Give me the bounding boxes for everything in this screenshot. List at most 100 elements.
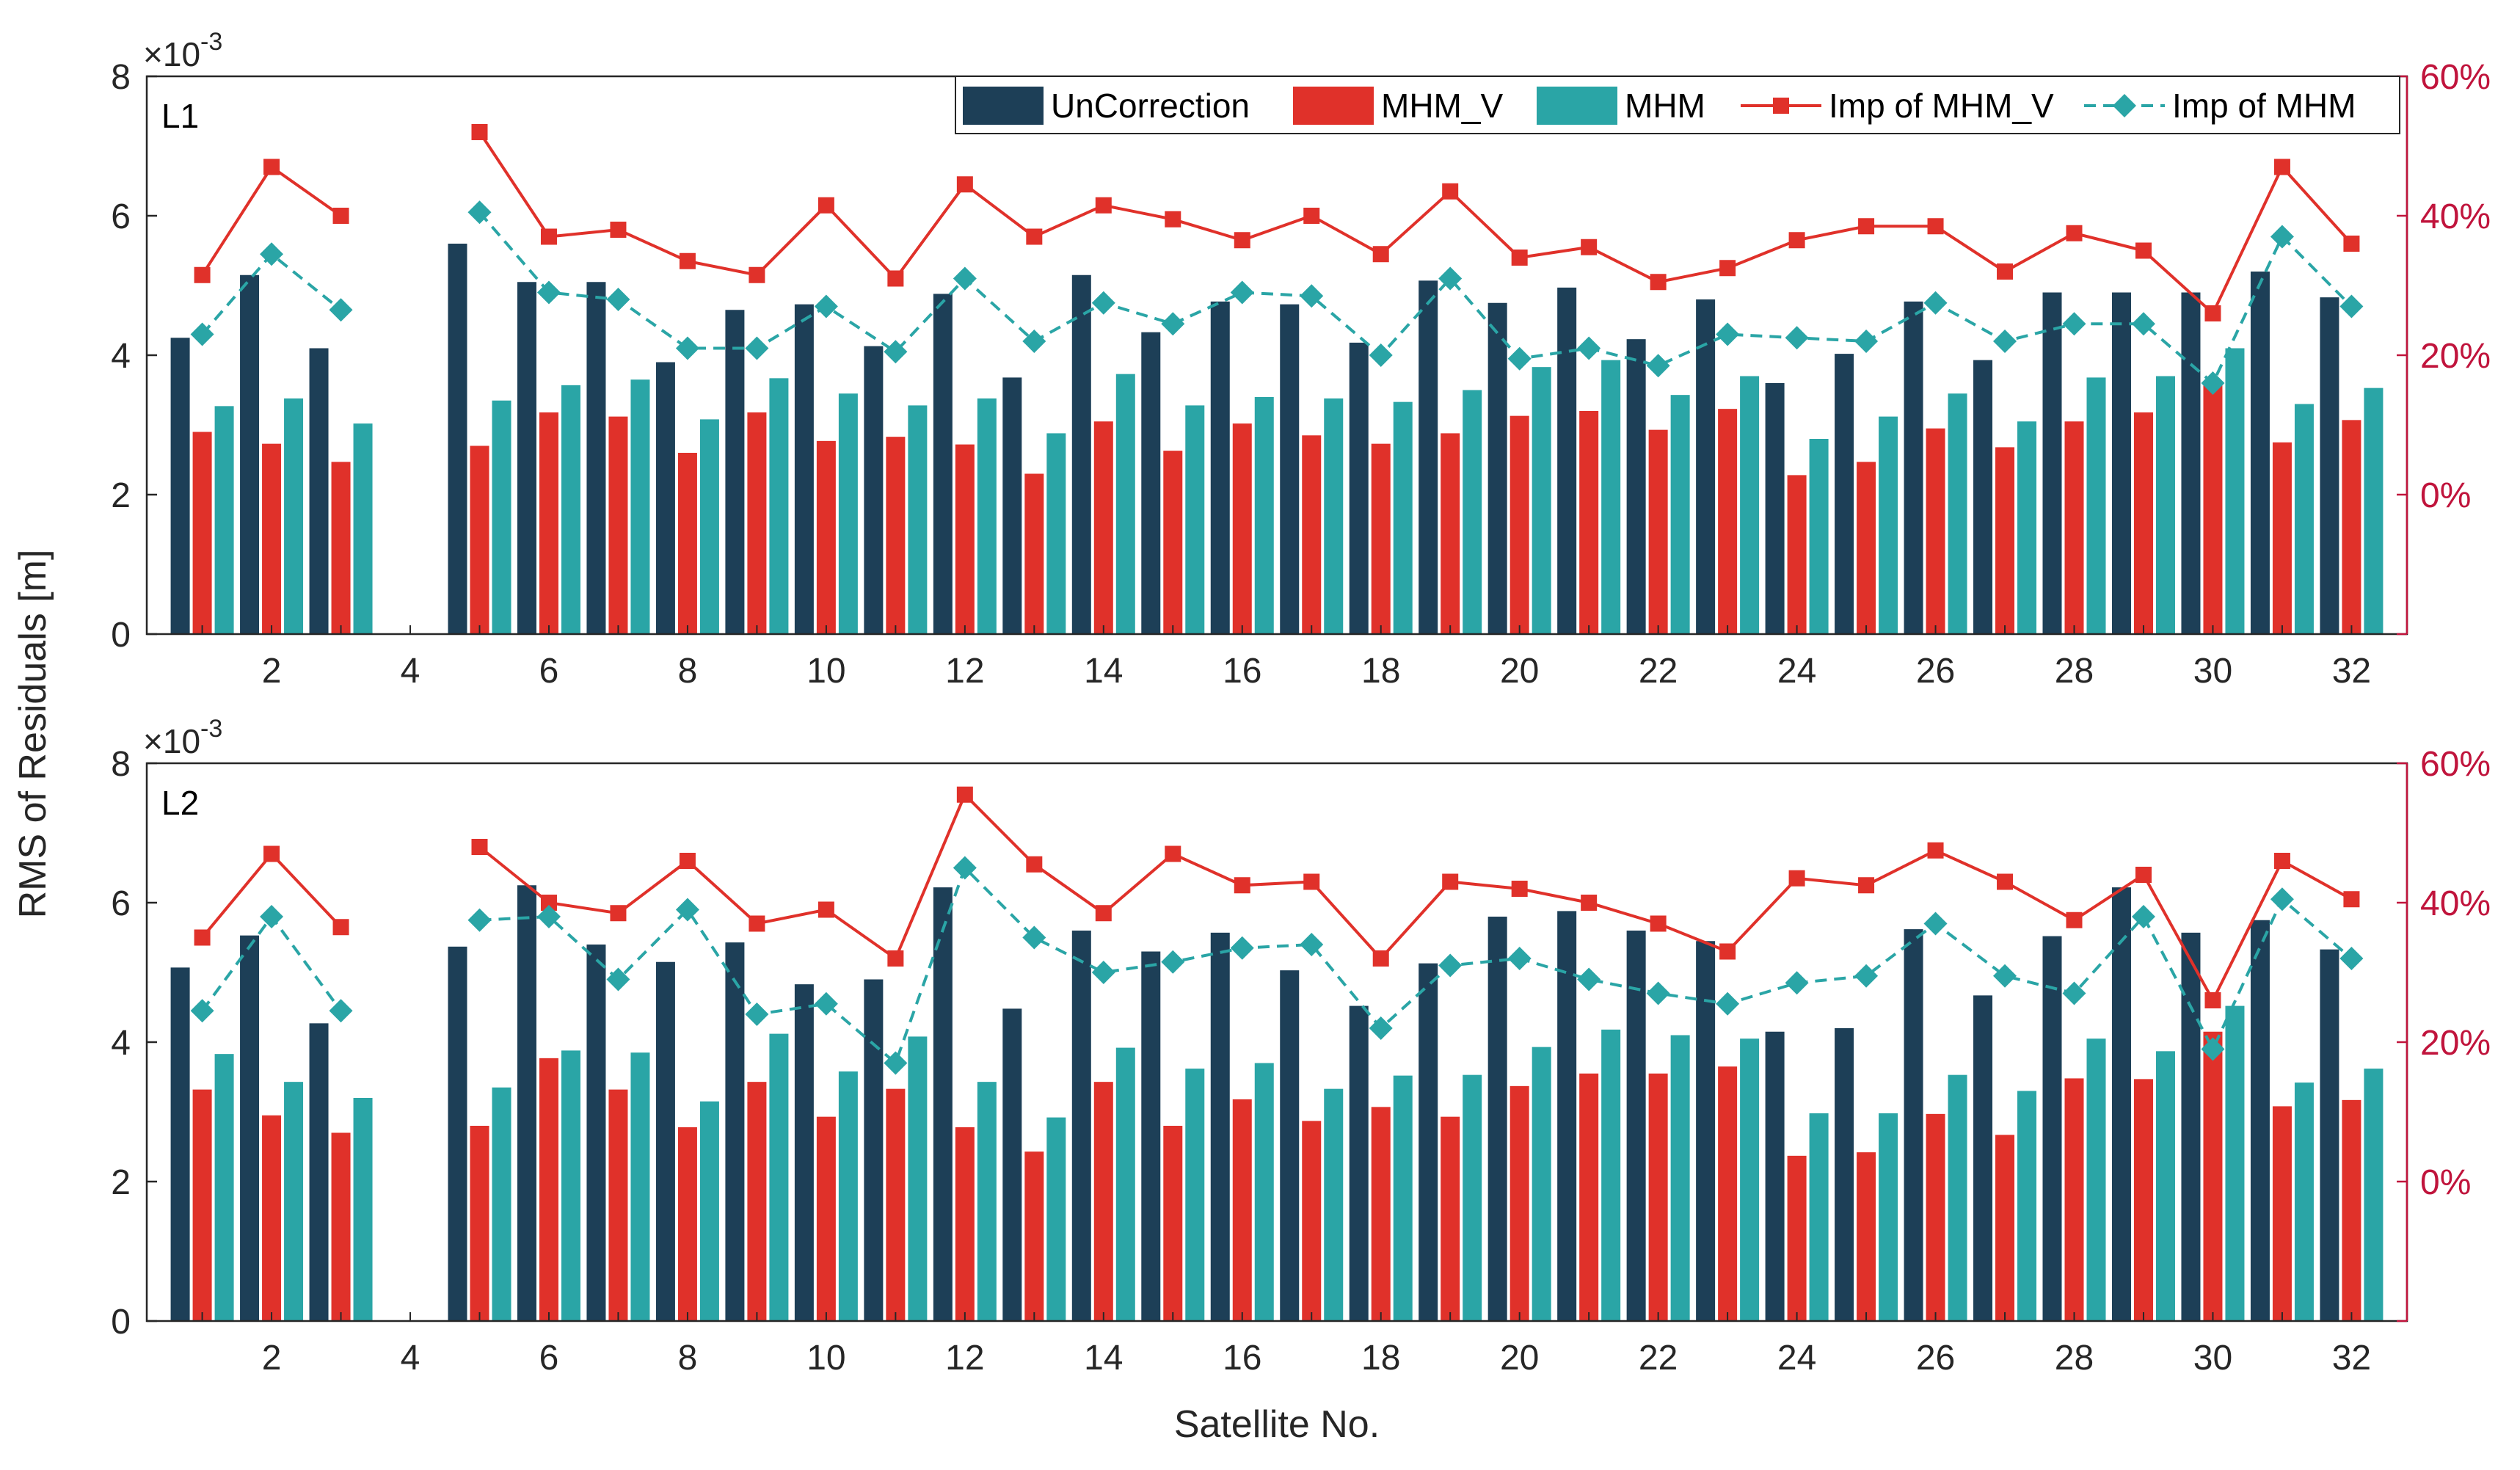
l2-point-imp-of-mhm-v-sat-15	[1165, 845, 1181, 862]
l2-bar-mhm-v-sat-18	[1371, 1107, 1391, 1321]
l2-bar-mhm-sat-23	[1740, 1038, 1760, 1321]
l1-point-imp-of-mhm-v-sat-20	[1511, 250, 1528, 266]
l2-bar-uncorrection-sat-20	[1487, 917, 1507, 1321]
l1-bar-uncorrection-sat-32	[2320, 297, 2339, 634]
l2-bar-uncorrection-sat-7	[586, 945, 606, 1321]
legend-swatch-mhm	[1537, 87, 1617, 125]
exponent-base: ×10	[143, 35, 200, 73]
l2-bar-mhm-v-sat-21	[1579, 1073, 1599, 1321]
legend-label-imp-mhm-v: Imp of MHM_V	[1829, 87, 2054, 125]
l2-point-imp-of-mhm-sat-6	[536, 905, 561, 928]
l2-x-tick-label-20: 20	[1500, 1339, 1539, 1378]
l1-x-tick-label-4: 4	[401, 652, 420, 691]
l1-bar-mhm-sat-26	[1948, 393, 1967, 634]
l2-bar-mhm-sat-12	[977, 1082, 997, 1321]
l1-x-tick-label-26: 26	[1916, 652, 1955, 691]
l2-x-tick-label-30: 30	[2193, 1339, 2232, 1378]
l1-bar-mhm-sat-24	[1809, 439, 1829, 634]
l2-point-imp-of-mhm-sat-9	[745, 1003, 769, 1026]
l1-bar-uncorrection-sat-6	[517, 282, 536, 634]
l1-x-tick-label-16: 16	[1223, 652, 1261, 691]
legend-swatch-mhm-v	[1293, 87, 1374, 125]
l2-bar-uncorrection-sat-6	[517, 885, 536, 1321]
l2-right-tick-label-20: 20%	[2420, 1024, 2491, 1063]
l1-point-imp-of-mhm-sat-27	[1993, 330, 2017, 353]
l2-bar-mhm-sat-1	[214, 1054, 234, 1321]
l2-point-imp-of-mhm-sat-3	[329, 999, 353, 1023]
l2-bar-mhm-sat-10	[838, 1071, 858, 1321]
l1-point-imp-of-mhm-sat-8	[675, 336, 699, 360]
l1-left-tick-label-6: 6	[111, 197, 131, 236]
l2-point-imp-of-mhm-v-sat-16	[1234, 877, 1250, 894]
l2-point-imp-of-mhm-sat-25	[1854, 964, 1879, 988]
panel-l1-x-axis: 2 4 6 8 10 12 14 16 18 20 22 24 26 28 30 32	[201, 625, 2371, 691]
l1-point-imp-of-mhm-v-sat-29	[2135, 242, 2152, 259]
l2-x-tick-label-16: 16	[1223, 1339, 1261, 1378]
l2-bar-uncorrection-sat-1	[170, 967, 190, 1321]
l1-bar-mhm-v-sat-23	[1718, 409, 1738, 634]
l1-point-imp-of-mhm-sat-28	[2062, 312, 2086, 336]
l2-point-imp-of-mhm-v-sat-24	[1788, 870, 1805, 887]
l2-bar-uncorrection-sat-9	[725, 942, 745, 1321]
legend-label-imp-mhm: Imp of MHM	[2172, 87, 2356, 125]
l2-point-imp-of-mhm-sat-21	[1577, 967, 1601, 991]
l1-point-imp-of-mhm-sat-23	[1716, 322, 1740, 346]
l1-x-tick-label-2: 2	[262, 652, 282, 691]
l2-point-imp-of-mhm-v-sat-17	[1303, 873, 1320, 890]
l1-point-imp-of-mhm-sat-22	[1646, 354, 1670, 378]
panel-l1-right-axis: 0% 20% 40% 60%	[2397, 58, 2491, 636]
l1-bar-mhm-sat-30	[2225, 348, 2245, 634]
l1-bar-uncorrection-sat-3	[309, 348, 329, 634]
l1-bar-uncorrection-sat-22	[1626, 339, 1646, 634]
exponent-power: -3	[200, 28, 222, 56]
l2-point-imp-of-mhm-sat-26	[1923, 912, 1948, 936]
l1-bar-mhm-v-sat-17	[1302, 435, 1322, 634]
l1-bar-uncorrection-sat-28	[2042, 292, 2062, 634]
l1-bar-uncorrection-sat-16	[1210, 301, 1230, 634]
l2-left-tick-label-4: 4	[111, 1024, 131, 1063]
l2-bar-uncorrection-sat-26	[1904, 929, 1923, 1321]
l1-bar-mhm-sat-11	[908, 405, 928, 634]
l2-bar-mhm-sat-16	[1254, 1063, 1274, 1321]
l1-point-imp-of-mhm-sat-3	[329, 298, 353, 322]
l1-point-imp-of-mhm-sat-14	[1091, 291, 1115, 315]
l2-bar-uncorrection-sat-27	[1973, 995, 1993, 1321]
l2-bar-mhm-v-sat-31	[2272, 1106, 2292, 1321]
l2-bar-mhm-v-sat-20	[1510, 1085, 1529, 1321]
l1-bar-mhm-v-sat-18	[1371, 443, 1391, 634]
l1-bar-mhm-sat-21	[1601, 360, 1621, 634]
l2-x-tick-label-22: 22	[1639, 1339, 1678, 1378]
l1-bar-uncorrection-sat-21	[1557, 287, 1577, 634]
l2-point-imp-of-mhm-sat-7	[606, 967, 630, 991]
l1-bar-mhm-sat-12	[977, 398, 997, 634]
l1-point-imp-of-mhm-sat-24	[1785, 326, 1809, 350]
panel-l1-left-axis: 0 2 4 6 8	[111, 58, 157, 655]
l1-bar-mhm-sat-10	[838, 393, 858, 634]
l2-bar-uncorrection-sat-18	[1349, 1005, 1369, 1321]
l2-x-tick-label-4: 4	[401, 1339, 420, 1378]
l1-bar-mhm-v-sat-32	[2342, 420, 2361, 634]
l1-bar-mhm-sat-14	[1115, 374, 1135, 634]
l1-point-imp-of-mhm-v-sat-11	[887, 270, 904, 287]
x-axis-title: Satellite No.	[1174, 1403, 1380, 1446]
l2-bar-mhm-v-sat-6	[539, 1058, 558, 1321]
l2-point-imp-of-mhm-v-sat-2	[263, 845, 280, 862]
l2-point-imp-of-mhm-sat-1	[190, 999, 214, 1023]
l1-bar-mhm-v-sat-28	[2064, 421, 2084, 634]
l2-bar-mhm-v-sat-9	[747, 1082, 767, 1321]
l2-point-imp-of-mhm-v-sat-5	[471, 839, 488, 855]
l2-right-tick-label-60: 60%	[2420, 745, 2491, 784]
l1-point-imp-of-mhm-sat-6	[536, 280, 561, 305]
l2-point-imp-of-mhm-sat-20	[1507, 947, 1532, 970]
l1-point-imp-of-mhm-v-sat-14	[1095, 197, 1112, 214]
l1-bar-uncorrection-sat-5	[448, 244, 467, 634]
l2-point-imp-of-mhm-v-sat-27	[1997, 873, 2014, 890]
l2-point-imp-of-mhm-sat-2	[260, 905, 284, 928]
l1-bar-uncorrection-sat-7	[586, 282, 606, 634]
l2-x-tick-label-8: 8	[678, 1339, 698, 1378]
l2-point-imp-of-mhm-v-sat-22	[1650, 915, 1667, 932]
l1-point-imp-of-mhm-sat-11	[884, 340, 908, 364]
l1-point-imp-of-mhm-v-sat-10	[817, 197, 834, 214]
l1-bar-mhm-v-sat-29	[2133, 412, 2153, 634]
